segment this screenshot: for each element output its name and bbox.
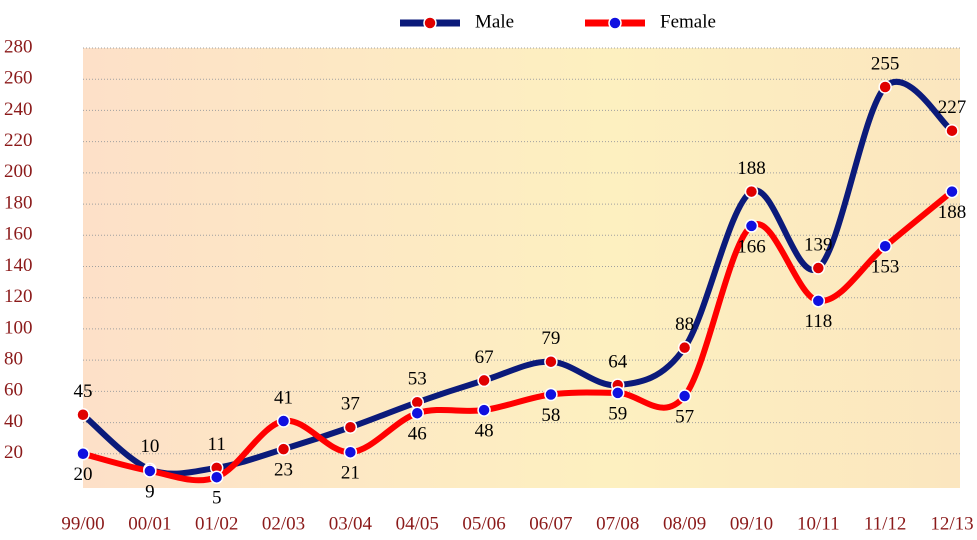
y-tick-label: 100: [4, 317, 33, 338]
legend-marker: [423, 16, 437, 30]
y-tick-label: 140: [4, 255, 33, 276]
data-label: 153: [871, 257, 900, 278]
y-tick-label: 220: [4, 130, 33, 151]
data-point: [544, 354, 558, 369]
data-label: 64: [608, 351, 628, 372]
y-tick-label: 20: [4, 442, 23, 463]
data-point: [343, 445, 358, 459]
data-point: [343, 420, 358, 435]
data-label: 53: [408, 369, 427, 390]
data-label: 9: [145, 481, 155, 502]
x-tick-label: 01/02: [195, 513, 238, 534]
x-tick-label: 03/04: [329, 513, 373, 534]
y-tick-label: 180: [4, 192, 33, 213]
data-label: 41: [274, 387, 293, 408]
data-label: 37: [341, 394, 360, 415]
data-point: [878, 239, 892, 253]
data-label: 166: [737, 236, 766, 257]
data-label: 46: [408, 424, 427, 445]
data-point: [677, 340, 692, 355]
data-label: 20: [74, 464, 93, 485]
data-point: [477, 373, 491, 388]
legend-marker: [608, 16, 622, 30]
data-label: 21: [341, 463, 360, 484]
data-point: [878, 80, 892, 94]
x-tick-label: 08/09: [663, 513, 706, 534]
y-tick-label: 280: [4, 36, 33, 57]
data-label: 58: [541, 405, 560, 426]
data-point: [677, 389, 692, 403]
data-point: [76, 447, 90, 461]
y-tick-label: 120: [4, 286, 33, 307]
x-tick-label: 00/01: [128, 513, 171, 534]
x-tick-label: 02/03: [262, 513, 305, 534]
x-tick-label: 10/11: [797, 513, 840, 534]
data-point: [744, 219, 759, 233]
data-label: 5: [212, 488, 222, 509]
data-label: 188: [737, 158, 766, 179]
data-point: [811, 294, 826, 308]
x-tick-label: 09/10: [730, 513, 773, 534]
data-label: 139: [804, 234, 833, 255]
data-label: 10: [140, 436, 159, 457]
x-tick-label: 06/07: [529, 513, 572, 534]
y-tick-label: 160: [4, 224, 33, 245]
data-point: [744, 184, 759, 199]
legend-label: Female: [660, 11, 716, 32]
data-label: 118: [804, 311, 832, 332]
y-tick-label: 240: [4, 99, 33, 120]
data-point: [209, 470, 224, 484]
y-tick-label: 60: [4, 380, 23, 401]
data-point: [544, 387, 558, 402]
data-label: 88: [675, 314, 694, 335]
plot-background: [83, 48, 960, 488]
data-point: [477, 403, 491, 417]
data-point: [276, 442, 291, 456]
data-point: [76, 408, 90, 422]
x-tick-label: 12/13: [930, 513, 973, 534]
y-tick-label: 80: [4, 349, 23, 370]
x-tick-label: 11/12: [864, 513, 907, 534]
data-label: 227: [938, 97, 967, 118]
data-label: 45: [74, 381, 93, 402]
data-label: 57: [675, 406, 694, 427]
x-tick-label: 04/05: [396, 513, 439, 534]
y-tick-label: 200: [4, 161, 33, 182]
data-label: 188: [938, 202, 967, 223]
data-point: [410, 406, 424, 420]
data-label: 79: [541, 328, 560, 349]
data-point: [276, 414, 291, 428]
legend-label: Male: [475, 11, 514, 32]
x-tick-label: 99/00: [61, 513, 104, 534]
data-label: 67: [475, 347, 494, 368]
data-point: [143, 464, 157, 478]
data-label: 23: [274, 459, 293, 480]
data-label: 11: [208, 434, 226, 455]
data-label: 255: [871, 53, 900, 74]
x-tick-label: 05/06: [462, 513, 505, 534]
x-tick-label: 07/08: [596, 513, 639, 534]
data-label: 48: [475, 420, 494, 441]
data-point: [811, 261, 826, 275]
y-tick-label: 40: [4, 411, 23, 432]
y-tick-label: 260: [4, 68, 33, 89]
data-point: [945, 184, 959, 199]
data-label: 59: [608, 403, 627, 424]
data-point: [611, 386, 625, 400]
data-point: [945, 123, 959, 138]
